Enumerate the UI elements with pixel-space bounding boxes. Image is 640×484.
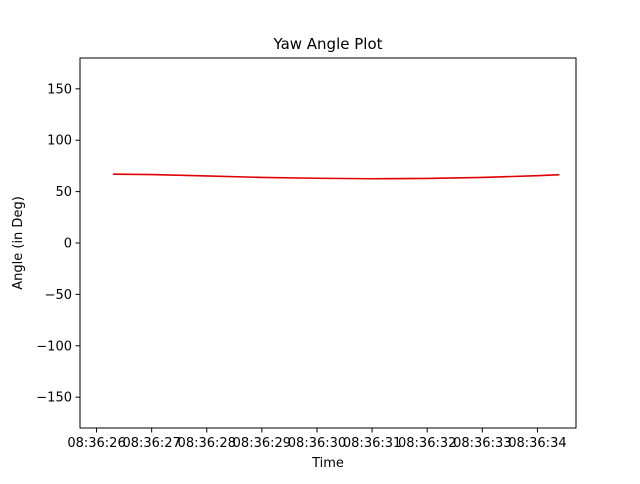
chart-title: Yaw Angle Plot xyxy=(272,35,382,53)
x-tick-label: 08:36:29 xyxy=(233,436,291,451)
x-tick-label: 08:36:33 xyxy=(453,436,511,451)
y-tick-label: 150 xyxy=(47,82,72,97)
x-tick-label: 08:36:30 xyxy=(288,436,346,451)
y-tick-label: −50 xyxy=(45,288,72,303)
series-layer xyxy=(113,173,560,180)
yaw-angle-series-line xyxy=(113,173,560,180)
plot-area xyxy=(80,58,576,428)
x-tick-label: 08:36:26 xyxy=(67,436,125,451)
x-tick-label: 08:36:31 xyxy=(343,436,401,451)
x-tick-label: 08:36:28 xyxy=(178,436,236,451)
y-tick-label: 0 xyxy=(64,237,72,252)
x-tick-label: 08:36:32 xyxy=(398,436,456,451)
x-tick-label: 08:36:27 xyxy=(122,436,180,451)
x-axis-label: Time xyxy=(311,456,344,471)
y-tick-label: −150 xyxy=(36,391,72,406)
y-tick-label: 100 xyxy=(47,134,72,149)
plot-frame xyxy=(79,57,577,429)
y-tick-label: −100 xyxy=(36,339,72,354)
y-tick-label: 50 xyxy=(55,185,72,200)
y-axis-ticks: 150 100 50 0 −50 −100 −150 xyxy=(36,82,80,406)
y-axis-label: Angle (in Deg) xyxy=(11,196,26,290)
x-axis-ticks: 08:36:2608:36:2708:36:2808:36:2908:36:30… xyxy=(67,428,567,451)
x-tick-label: 08:36:34 xyxy=(508,436,566,451)
